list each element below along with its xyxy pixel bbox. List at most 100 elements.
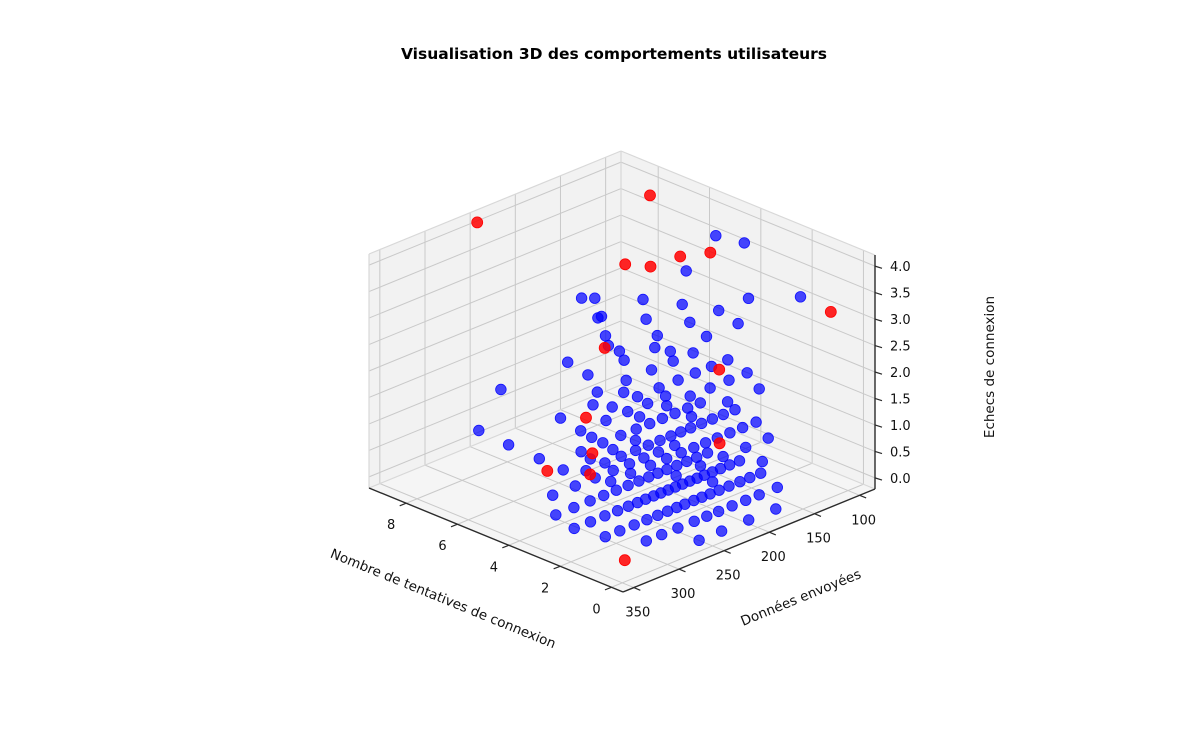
z-tick-label: 1.0: [890, 419, 911, 434]
data-point-comportement-normal: [597, 437, 609, 449]
data-point-comportement-normal: [591, 386, 604, 398]
data-point-anomalie: [618, 554, 631, 567]
data-point-comportement-normal: [644, 417, 656, 430]
data-point-comportement-normal: [575, 446, 587, 458]
data-point-comportement-normal: [661, 452, 673, 465]
data-point-comportement-normal: [736, 421, 749, 434]
data-point-comportement-normal: [611, 505, 624, 517]
data-point-comportement-normal: [656, 528, 668, 541]
data-point-comportement-normal: [641, 397, 654, 410]
data-point-comportement-normal: [717, 450, 729, 463]
data-point-comportement-normal: [771, 481, 784, 494]
data-point-anomalie: [824, 305, 837, 318]
data-point-comportement-normal: [652, 446, 665, 458]
data-point-comportement-normal: [630, 423, 642, 435]
data-point-comportement-normal: [607, 464, 619, 477]
data-point-anomalie: [619, 258, 632, 271]
data-point-comportement-normal: [615, 450, 627, 463]
x-tick-mark: [399, 502, 407, 507]
data-point-comportement-normal: [729, 404, 741, 416]
data-point-comportement-normal: [640, 535, 653, 547]
data-point-comportement-normal: [732, 317, 744, 330]
x-tick-label: 2: [541, 581, 549, 596]
data-point-comportement-normal: [733, 455, 746, 467]
data-point-comportement-normal: [615, 429, 627, 442]
data-point-comportement-normal: [622, 500, 635, 512]
data-point-comportement-normal: [562, 356, 574, 368]
y-tick-mark: [633, 587, 641, 591]
data-point-comportement-normal: [689, 367, 702, 379]
grid-line-y-floor: [469, 446, 725, 552]
data-point-comportement-normal: [753, 383, 765, 395]
data-point-comportement-normal: [638, 452, 650, 464]
data-point-comportement-normal: [649, 341, 661, 354]
data-point-comportement-normal: [622, 479, 634, 492]
data-point-comportement-normal: [701, 510, 713, 522]
y-tick-label: 100: [851, 513, 876, 528]
x-tick-label: 4: [490, 560, 498, 575]
data-point-comportement-normal: [700, 330, 713, 343]
data-point-comportement-normal: [618, 354, 630, 366]
data-point-comportement-normal: [582, 369, 594, 381]
data-point-comportement-normal: [695, 417, 708, 430]
grid-line-z-left: [368, 294, 622, 398]
x-tick-mark: [502, 544, 510, 549]
z-tick-label: 0.5: [890, 445, 911, 460]
data-point-comportement-normal: [756, 455, 769, 468]
data-point-anomalie: [644, 260, 657, 273]
data-point-comportement-normal: [667, 355, 679, 367]
data-point-comportement-normal: [599, 457, 611, 469]
y-tick-mark: [814, 513, 822, 517]
x-axis-line: [368, 487, 624, 593]
data-point-comportement-normal: [605, 475, 617, 488]
x-tick-label: 6: [438, 539, 446, 554]
data-point-comportement-normal: [688, 515, 700, 528]
data-point-comportement-normal: [717, 408, 730, 421]
data-point-comportement-normal: [741, 367, 753, 379]
y-tick-label: 350: [625, 606, 650, 621]
data-point-comportement-normal: [633, 475, 645, 487]
data-point-comportement-normal: [598, 489, 610, 502]
ticks-layer: 0 2 4 6 8 100 150 200 250 300 350 0.0 0.5 1.0 1.5 2.0 2.…: [387, 260, 911, 620]
data-point-comportement-normal: [599, 510, 611, 522]
data-point-comportement-normal: [724, 427, 736, 439]
data-point-comportement-normal: [600, 414, 612, 427]
data-point-comportement-normal: [704, 382, 716, 394]
data-point-comportement-normal: [569, 480, 582, 492]
data-point-comportement-normal: [750, 416, 762, 428]
data-point-comportement-normal: [620, 374, 632, 387]
data-point-comportement-normal: [681, 455, 693, 468]
data-point-comportement-normal: [637, 293, 649, 306]
y-axis-line: [622, 488, 876, 593]
data-point-comportement-normal: [642, 439, 655, 451]
data-point-comportement-normal: [502, 439, 515, 451]
data-point-comportement-normal: [622, 405, 634, 418]
data-point-comportement-normal: [633, 411, 646, 423]
data-point-comportement-normal: [762, 432, 774, 444]
data-point-comportement-normal: [568, 501, 580, 514]
grid-line-x-floor: [406, 399, 659, 504]
data-point-anomalie: [713, 363, 726, 376]
data-point-comportement-normal: [651, 329, 664, 342]
z-tick-mark: [874, 477, 883, 481]
grid-line-z-left: [368, 188, 622, 293]
data-point-comportement-normal: [595, 310, 608, 323]
z-tick-mark: [874, 371, 883, 375]
data-point-comportement-normal: [744, 471, 756, 484]
data-point-anomalie: [598, 341, 611, 354]
data-point-comportement-normal: [713, 304, 725, 317]
data-point-comportement-normal: [693, 534, 705, 547]
data-point-comportement-normal: [684, 390, 696, 402]
data-point-comportement-normal: [661, 505, 674, 517]
data-point-comportement-normal: [568, 522, 580, 535]
grid-line-x-floor: [559, 462, 813, 567]
grid-line-z-right: [620, 294, 876, 399]
data-point-comportement-normal: [614, 525, 626, 537]
x-tick-label: 0: [592, 602, 600, 617]
data-point-comportement-normal: [726, 500, 738, 512]
data-point-comportement-normal: [723, 374, 735, 386]
data-point-comportement-normal: [706, 476, 719, 488]
x-tick-mark: [604, 586, 612, 591]
y-tick-mark: [723, 550, 731, 554]
data-point-comportement-normal: [586, 431, 598, 444]
